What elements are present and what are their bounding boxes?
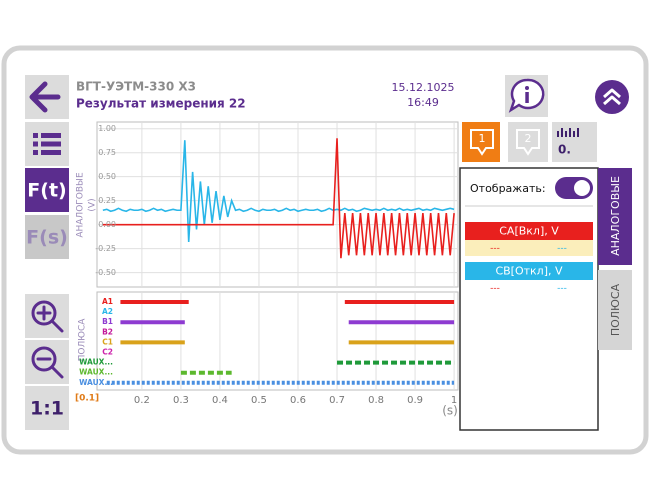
y-tick-label: 0.50 — [98, 172, 116, 181]
legend-label: CA[Вкл], V — [499, 225, 559, 238]
channel-label: A2 — [102, 307, 113, 316]
signal-line — [102, 138, 455, 259]
channel-label: WAUX... — [79, 378, 113, 387]
legend-swatch — [465, 222, 593, 240]
scale-button[interactable]: 1:1 — [25, 386, 69, 430]
x-tick-label: 0.8 — [368, 395, 384, 406]
legend-stat: --- — [490, 284, 500, 294]
zoom-in-button[interactable] — [25, 294, 69, 338]
channel-label: A1 — [102, 297, 113, 306]
x-tick-label: 0.6 — [290, 395, 306, 406]
analog-tab-label: АНАЛОГОВЫЕ — [609, 176, 622, 256]
grid — [97, 122, 458, 390]
tab-1-label: 1 — [479, 132, 486, 145]
analog-plot-area — [96, 121, 459, 288]
scale-label: 1:1 — [30, 398, 64, 420]
channel-label: WAUX... — [79, 368, 113, 377]
digital-axis-label: ПОЛЮСА — [78, 318, 88, 362]
y-tick-label: -0.50 — [95, 268, 116, 277]
channel-label: B1 — [102, 317, 113, 326]
fs-label: F(s) — [26, 227, 68, 249]
legend-swatch — [465, 262, 593, 280]
x-tick-label: 0.7 — [329, 395, 345, 406]
info-button[interactable] — [505, 75, 548, 117]
x-tick-label: 0.4 — [212, 395, 228, 406]
tab-2-button[interactable]: 2 — [508, 122, 548, 162]
show-toggle[interactable] — [555, 177, 593, 199]
x-tick-label: 0.2 — [134, 395, 150, 406]
back-button[interactable] — [25, 75, 69, 119]
ft-label: F(t) — [27, 180, 66, 202]
y-tick-label: 1.00 — [98, 124, 116, 133]
poles-tab-label: ПОЛЮСА — [609, 283, 622, 336]
x-tick-label: 0.3 — [173, 395, 189, 406]
list-button[interactable] — [25, 122, 69, 166]
legend-panel — [459, 167, 599, 431]
x-tick-label: 1 — [451, 395, 457, 406]
y-tick-label: 0.00 — [98, 220, 116, 229]
time: 16:49 — [407, 96, 439, 109]
legend-label: CB[Откл], V — [495, 265, 563, 278]
x-tick-label: 0.5 — [251, 395, 267, 406]
fs-button[interactable]: F(s) — [25, 215, 69, 259]
channel-label: B2 — [102, 327, 113, 336]
counter-label: 0. — [558, 143, 571, 157]
date: 15.12.1025 — [392, 81, 455, 94]
y-tick-label: -0.25 — [95, 244, 116, 253]
legend: CA[Вкл], V --- --- CB[Откл], V --- --- — [465, 222, 593, 296]
ft-button[interactable]: F(t) — [25, 168, 69, 212]
x-offset: [0.1] — [75, 394, 99, 404]
poles-tab[interactable]: ПОЛЮСА — [598, 270, 632, 350]
plot — [102, 138, 455, 385]
y-axis-label: АНАЛОГОВЫЕ — [76, 172, 86, 238]
channel-label: WAUX... — [79, 358, 113, 367]
legend-stat: --- — [557, 244, 567, 254]
measurement-title: Результат измерения 22 — [76, 97, 246, 111]
zoom-out-button[interactable] — [25, 340, 69, 384]
y-axis-unit: (V) — [88, 198, 98, 211]
counter-button[interactable]: 0. — [552, 122, 597, 162]
device-name: ВГТ-УЭТМ-330 Х3 — [76, 80, 196, 94]
collapse-button[interactable] — [595, 80, 629, 114]
tab-2-label: 2 — [525, 132, 532, 145]
legend-stat: --- — [490, 244, 500, 254]
y-tick-label: 0.75 — [98, 148, 116, 157]
tab-1-button[interactable]: 1 — [462, 122, 500, 162]
y-tick-label: 0.25 — [98, 196, 116, 205]
x-tick-label: 0.9 — [407, 395, 423, 406]
legend-band — [465, 280, 593, 296]
channel-label: C1 — [102, 337, 113, 346]
show-label: Отображать: — [470, 182, 546, 195]
signal-line — [102, 140, 455, 242]
x-axis-unit: (s) — [442, 404, 458, 418]
legend-stat: --- — [557, 284, 567, 294]
legend-band — [465, 240, 593, 256]
channel-label: C2 — [102, 348, 113, 357]
analog-tab[interactable]: АНАЛОГОВЫЕ — [598, 168, 632, 265]
